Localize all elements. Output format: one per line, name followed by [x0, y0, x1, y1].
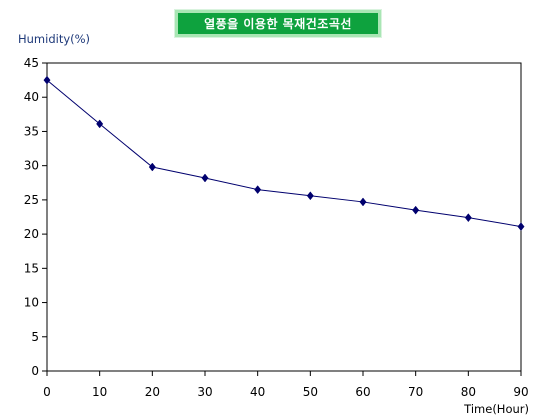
- data-point: [464, 213, 472, 223]
- data-point: [148, 162, 156, 172]
- y-tick-label: 30: [24, 159, 39, 173]
- series-line: [46, 79, 522, 228]
- data-point: [359, 197, 367, 207]
- y-tick-label: 0: [31, 364, 39, 378]
- x-tick-label: 80: [461, 385, 476, 399]
- y-tick-label: 5: [31, 330, 39, 344]
- chart-title: 열풍을 이용한 목재건조곡선: [204, 17, 352, 31]
- data-point: [96, 119, 104, 129]
- data-point: [412, 205, 420, 215]
- x-axis: 0 10 20 30 40 50 60 70 80 90: [43, 371, 529, 399]
- x-tick-label: 70: [408, 385, 423, 399]
- y-tick-label: 35: [24, 124, 39, 138]
- y-tick-label: 40: [24, 90, 39, 104]
- chart-title-badge: 열풍을 이용한 목재건조곡선: [175, 10, 381, 37]
- x-tick-label: 10: [92, 385, 107, 399]
- y-axis-label: Humidity(%): [18, 32, 90, 46]
- data-point: [43, 75, 51, 85]
- series-humidity: [43, 75, 525, 231]
- x-tick-label: 50: [303, 385, 318, 399]
- y-tick-label: 15: [24, 261, 39, 275]
- y-tick-label: 45: [24, 56, 39, 70]
- y-tick-label: 10: [24, 296, 39, 310]
- x-tick-label: 0: [43, 385, 51, 399]
- y-axis: 0 5 10 15 20 25 30 35 40 45: [24, 56, 47, 378]
- data-point: [201, 173, 209, 183]
- x-tick-label: 40: [250, 385, 265, 399]
- x-axis-label: Time(Hour): [463, 402, 529, 416]
- plot-area: [46, 62, 522, 372]
- x-tick-label: 90: [513, 385, 528, 399]
- y-tick-label: 25: [24, 193, 39, 207]
- x-tick-label: 30: [197, 385, 212, 399]
- data-point: [517, 222, 525, 231]
- x-tick-label: 20: [145, 385, 160, 399]
- x-tick-label: 60: [355, 385, 370, 399]
- y-tick-label: 20: [24, 227, 39, 241]
- data-point: [254, 185, 262, 195]
- data-point: [306, 191, 314, 201]
